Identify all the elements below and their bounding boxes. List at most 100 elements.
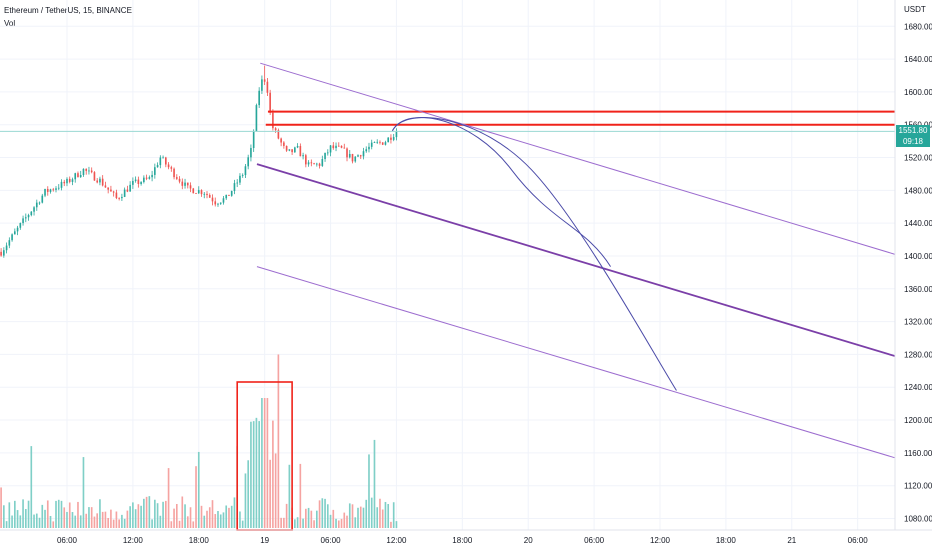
volume-bar — [261, 398, 263, 528]
volume-bar — [288, 464, 291, 528]
candle-body — [272, 112, 274, 129]
volume-bar — [14, 500, 16, 528]
volume-bar — [395, 521, 398, 528]
candle-body — [285, 145, 288, 151]
candle-body — [57, 187, 60, 189]
volume-bar — [162, 501, 164, 528]
volume-bar — [368, 454, 370, 528]
candle-body — [0, 251, 2, 256]
volume-bar — [340, 518, 343, 528]
candle-body — [211, 197, 214, 202]
time-tick-label: 12:00 — [650, 536, 671, 545]
volume-bar — [129, 506, 131, 528]
candle-body — [140, 182, 142, 184]
candle-body — [123, 189, 126, 197]
price-tick-label: 1360.00 — [904, 285, 932, 294]
volume-bar — [313, 520, 315, 528]
volume-bar — [143, 498, 145, 528]
candle-body — [60, 181, 63, 188]
candle-body — [263, 79, 266, 82]
candle-body — [151, 174, 153, 178]
candle-body — [167, 164, 170, 168]
candle-body — [348, 153, 351, 158]
volume-bar — [66, 511, 68, 528]
price-tick-label: 1160.00 — [904, 449, 932, 458]
candle-body — [294, 147, 296, 153]
candle-body — [340, 145, 343, 148]
volume-bar — [252, 421, 255, 528]
volume-bar — [24, 509, 27, 528]
volume-bar — [115, 511, 118, 528]
candle-body — [22, 218, 24, 224]
channel-middle-line[interactable] — [256, 163, 896, 357]
volume-bar — [335, 518, 337, 528]
candle-body — [79, 174, 82, 178]
volume-bar — [384, 501, 387, 528]
candle-body — [225, 194, 228, 199]
symbol-title[interactable]: Ethereum / TetherUS, 15, BINANCE — [4, 6, 132, 15]
price-tick-label: 1520.00 — [904, 154, 932, 163]
candle-body — [44, 188, 46, 196]
candle-body — [35, 202, 38, 208]
volume-bar — [373, 439, 376, 528]
candle-body — [346, 148, 348, 158]
candle-body — [46, 188, 49, 192]
candle-body — [134, 179, 137, 181]
volume-bar — [11, 515, 13, 528]
volume-legend[interactable]: Vol — [4, 19, 16, 28]
candle-body — [252, 131, 255, 149]
candle-body — [277, 130, 280, 139]
volume-bar — [376, 507, 379, 528]
candle-body — [236, 182, 239, 184]
candle-body — [186, 182, 189, 186]
candle-body — [206, 193, 208, 196]
candle-body — [195, 193, 197, 195]
volume-bar — [46, 500, 49, 528]
volume-bar — [167, 468, 170, 528]
volume-bar — [343, 512, 346, 528]
volume-bar — [154, 499, 156, 528]
candle-body — [241, 175, 244, 176]
candle-body — [14, 231, 16, 235]
price-tick-label: 1280.00 — [904, 350, 932, 359]
volume-bar — [57, 499, 60, 528]
candle-body — [77, 173, 79, 178]
currency-label: USDT — [904, 5, 926, 14]
volume-bar — [118, 519, 120, 528]
volume-bar — [159, 515, 162, 528]
candlesticks — [0, 65, 398, 258]
candle-body — [354, 156, 357, 162]
candle-body — [74, 173, 77, 180]
time-tick-label: 12:00 — [123, 536, 144, 545]
candle-body — [38, 202, 41, 204]
candle-body — [288, 149, 291, 151]
volume-bar — [186, 516, 189, 528]
candle-body — [99, 178, 101, 183]
volume-bar — [225, 505, 228, 528]
candle-body — [302, 155, 304, 157]
projection-arc[interactable] — [391, 117, 677, 391]
volume-bar — [30, 446, 33, 528]
volume-bar — [359, 506, 362, 528]
candle-body — [324, 152, 326, 160]
volume-bar — [255, 417, 258, 528]
volume-bar — [110, 509, 112, 528]
candle-body — [173, 168, 175, 178]
candle-body — [376, 141, 379, 143]
channel-lower-line[interactable] — [256, 266, 896, 459]
drawing-tools — [0, 62, 896, 459]
volume-bar — [134, 509, 137, 528]
time-tick-label: 12:00 — [386, 536, 407, 545]
channel-upper-line[interactable] — [260, 62, 896, 255]
volume-bar — [351, 504, 354, 528]
candle-body — [82, 168, 85, 175]
volume-bar — [381, 509, 384, 528]
candle-body — [395, 131, 398, 138]
candle-body — [373, 142, 376, 143]
candle-body — [63, 181, 66, 184]
candle-body — [66, 178, 68, 184]
projection-arc[interactable] — [391, 117, 612, 267]
candle-body — [175, 177, 178, 179]
candle-body — [88, 170, 90, 172]
